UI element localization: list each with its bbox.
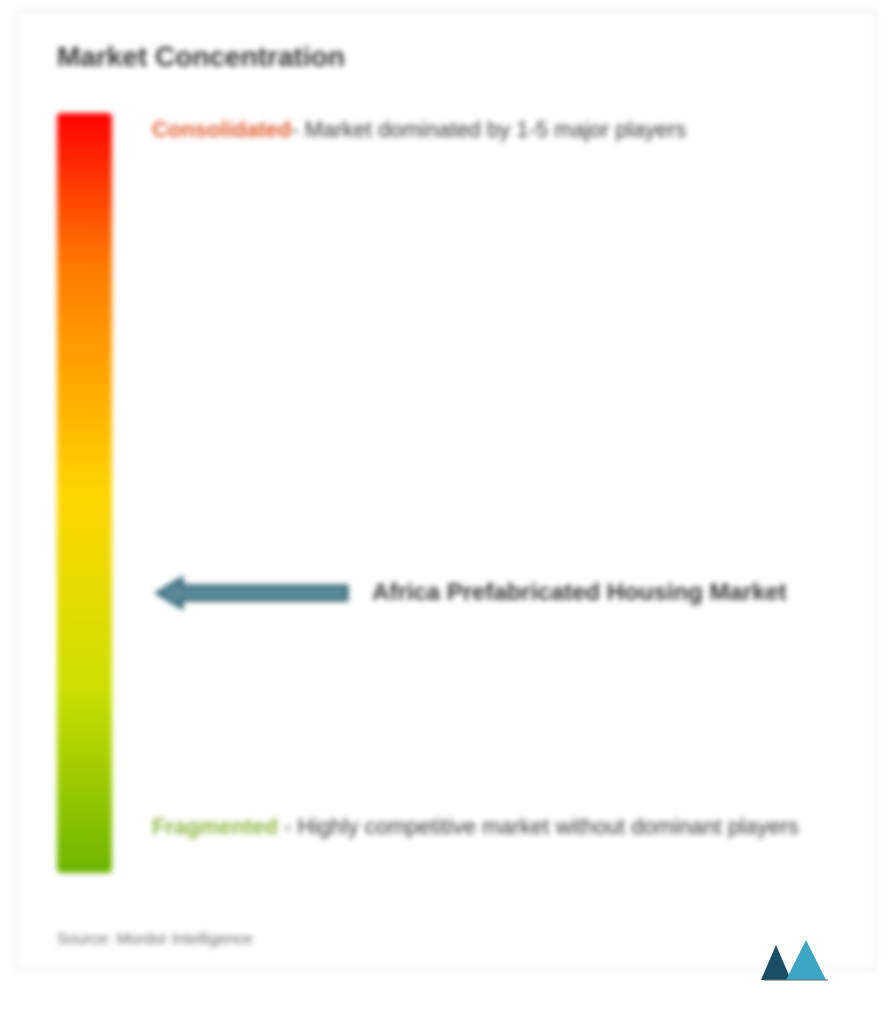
content-area: Consolidated- Market dominated by 1-5 ma… <box>57 113 835 873</box>
mordor-logo-icon <box>756 935 836 985</box>
consolidated-description: - Market dominated by 1-5 major players <box>291 117 686 142</box>
text-column: Consolidated- Market dominated by 1-5 ma… <box>152 113 835 873</box>
fragmented-description: - Highly competitive market without domi… <box>278 814 799 839</box>
arrow-left-icon <box>152 573 352 613</box>
fragmented-section: Fragmented - Highly competitive market w… <box>152 810 835 843</box>
source-attribution: Source: Mordor Intelligence <box>57 931 253 949</box>
consolidated-section: Consolidated- Market dominated by 1-5 ma… <box>152 113 835 146</box>
concentration-gradient-bar <box>57 113 112 873</box>
market-name-label: Africa Prefabricated Housing Market <box>372 577 787 608</box>
market-indicator: Africa Prefabricated Housing Market <box>152 573 787 613</box>
fragmented-label: Fragmented <box>152 814 278 839</box>
page-title: Market Concentration <box>57 41 835 73</box>
consolidated-label: Consolidated <box>152 117 291 142</box>
